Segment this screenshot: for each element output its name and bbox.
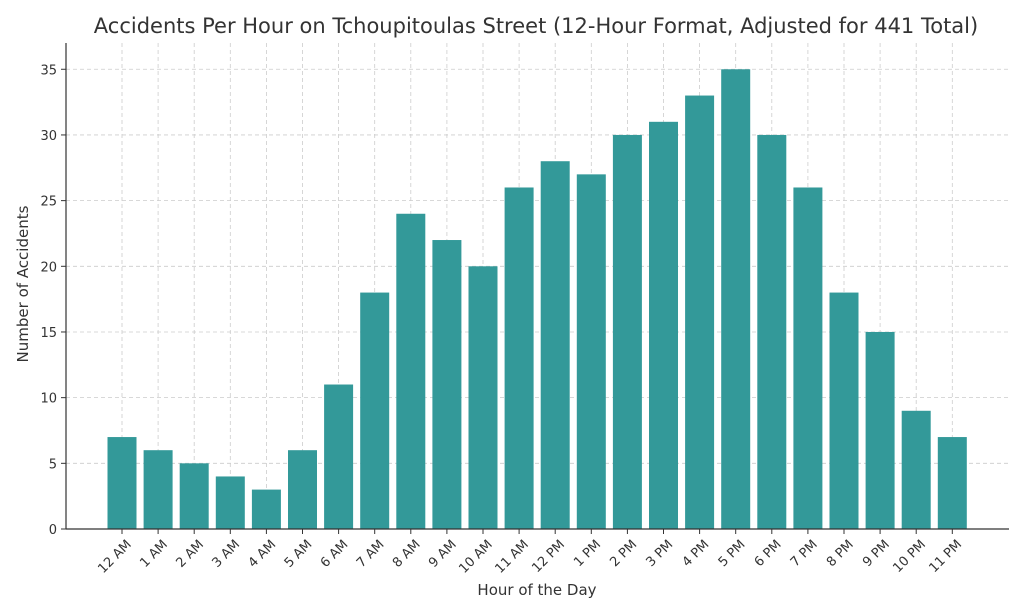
bar bbox=[865, 331, 895, 529]
x-tick-label: 2 PM bbox=[607, 537, 640, 570]
x-tick-label: 7 PM bbox=[788, 537, 821, 570]
bar bbox=[432, 240, 462, 529]
bar bbox=[215, 476, 245, 529]
x-tick-label: 5 AM bbox=[282, 537, 316, 571]
y-tick-label: 10 bbox=[40, 392, 57, 407]
x-ticks: 12 AM 1 AM 2 AM 3 AM 4 AM 5 AM 6 AM 7 AM 8 AM 9 A… bbox=[95, 529, 965, 577]
x-tick-label: 10 AM bbox=[456, 537, 495, 576]
y-tick-label: 35 bbox=[40, 63, 57, 78]
y-tick-label: 5 bbox=[49, 457, 57, 472]
x-tick-label: 1 PM bbox=[571, 537, 604, 570]
x-tick-label: 9 AM bbox=[426, 537, 460, 571]
x-tick-label: 8 AM bbox=[390, 537, 424, 571]
bar bbox=[468, 266, 498, 529]
bar bbox=[360, 292, 390, 529]
grid-lines bbox=[66, 43, 1009, 529]
bar bbox=[649, 121, 678, 529]
bar bbox=[504, 187, 534, 529]
bars-group bbox=[107, 69, 967, 530]
bar bbox=[829, 292, 859, 529]
x-tick-label: 5 PM bbox=[716, 537, 749, 570]
x-tick-label: 6 AM bbox=[318, 537, 352, 571]
bar bbox=[540, 161, 570, 529]
x-tick-label: 1 AM bbox=[137, 537, 171, 571]
x-tick-label: 12 AM bbox=[95, 537, 134, 576]
bar bbox=[937, 437, 967, 529]
x-tick-label: 9 PM bbox=[860, 537, 893, 570]
x-axis-label: Hour of the Day bbox=[477, 581, 596, 599]
y-tick-label: 20 bbox=[40, 260, 57, 275]
x-tick-label: 10 PM bbox=[890, 537, 929, 576]
bar bbox=[143, 450, 173, 529]
x-tick-label: 8 PM bbox=[824, 537, 857, 570]
y-tick-label: 0 bbox=[49, 523, 57, 538]
y-ticks: 0 5 10 15 20 25 30 35 bbox=[40, 63, 66, 538]
bar bbox=[107, 437, 137, 529]
axes-group bbox=[65, 43, 1009, 530]
x-tick-label: 3 AM bbox=[210, 537, 244, 571]
x-tick-label: 7 AM bbox=[354, 537, 388, 571]
x-tick-label: 3 PM bbox=[643, 537, 676, 570]
chart-title: Accidents Per Hour on Tchoupitoulas Stre… bbox=[94, 14, 978, 38]
y-tick-label: 15 bbox=[40, 326, 57, 341]
x-tick-label: 6 PM bbox=[752, 537, 785, 570]
bar bbox=[324, 384, 354, 529]
bar bbox=[576, 174, 606, 529]
x-tick-label: 4 PM bbox=[680, 537, 713, 570]
bar bbox=[288, 450, 317, 529]
y-tick-label: 25 bbox=[40, 195, 57, 210]
bar bbox=[685, 95, 715, 530]
bar bbox=[396, 213, 426, 529]
bar bbox=[793, 187, 823, 529]
y-tick-label: 30 bbox=[40, 129, 57, 144]
bar bbox=[179, 463, 209, 529]
bar bbox=[757, 134, 787, 529]
y-axis-label: Number of Accidents bbox=[14, 205, 32, 362]
x-tick-label: 11 PM bbox=[926, 537, 965, 576]
bar bbox=[251, 489, 281, 529]
x-tick-label: 2 AM bbox=[173, 537, 207, 571]
x-tick-label: 12 PM bbox=[529, 537, 568, 576]
x-tick-label: 4 AM bbox=[246, 537, 280, 571]
bar bbox=[901, 410, 931, 529]
x-tick-label: 11 AM bbox=[492, 537, 531, 576]
bar bbox=[721, 69, 751, 530]
bar bbox=[612, 134, 642, 529]
